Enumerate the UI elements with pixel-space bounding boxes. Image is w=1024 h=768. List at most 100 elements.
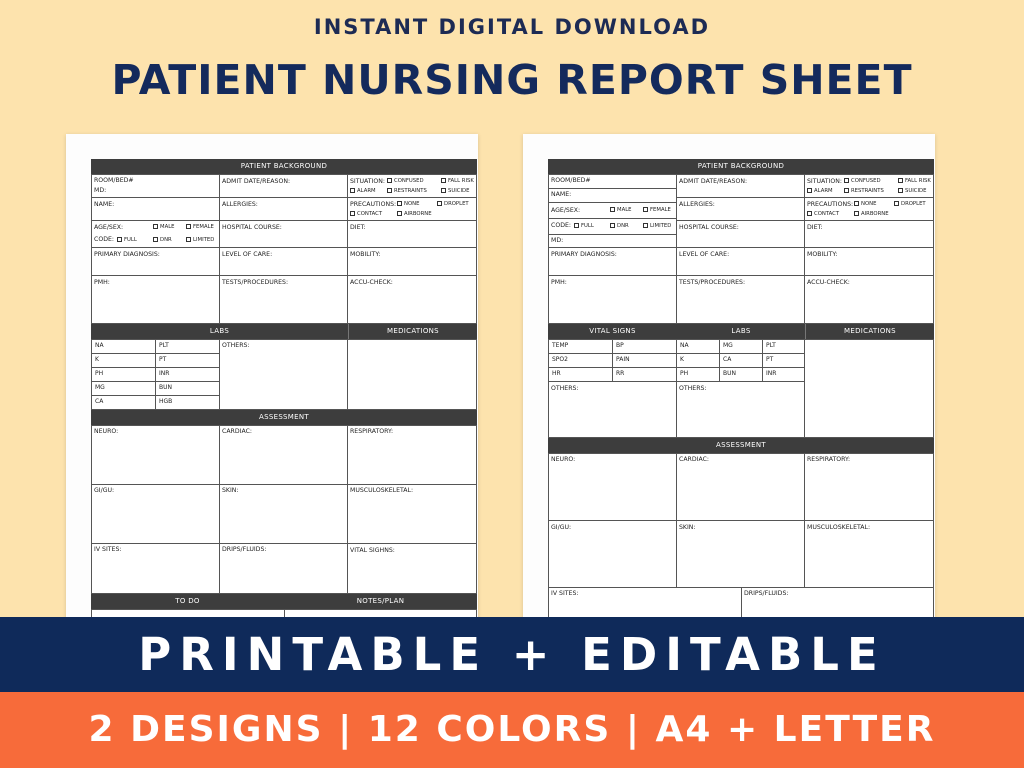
lab-cell[interactable]: HGB [155, 395, 220, 410]
checkbox[interactable] [898, 178, 903, 183]
cardiac-field[interactable] [676, 453, 805, 521]
vitals-cell[interactable]: TEMP [548, 339, 613, 354]
checkbox[interactable] [350, 188, 355, 193]
mobility-field[interactable] [347, 247, 477, 276]
name-field[interactable] [91, 197, 220, 221]
lab-cell[interactable]: PLT [155, 339, 220, 354]
checkbox[interactable] [898, 188, 903, 193]
diet-field[interactable] [804, 220, 934, 248]
checkbox[interactable] [844, 178, 849, 183]
droplet-option[interactable]: DROPLET [890, 201, 926, 208]
fall-risk-option[interactable]: FALL RISK [437, 178, 474, 185]
labs-others-field[interactable] [219, 339, 348, 410]
vitals-cell[interactable]: SPO2 [548, 353, 613, 368]
pmh-field[interactable] [91, 275, 220, 324]
checkbox[interactable] [441, 188, 446, 193]
checkbox[interactable] [397, 211, 402, 216]
lab-cell[interactable]: PH [676, 367, 720, 382]
iv-sites-field[interactable] [91, 543, 220, 594]
checkbox[interactable] [387, 178, 392, 183]
skin-field[interactable] [219, 484, 348, 544]
female-option[interactable]: FEMALE [639, 207, 671, 214]
vitals-cell[interactable]: BP [612, 339, 677, 354]
lab-cell[interactable]: K [676, 353, 720, 368]
male-option[interactable]: MALE [606, 207, 632, 214]
checkbox[interactable] [186, 237, 191, 242]
accu-check-field[interactable] [347, 275, 477, 324]
suicide-option[interactable]: SUICIDE [894, 188, 927, 195]
md-field[interactable] [548, 234, 677, 248]
fall-risk-option[interactable]: FALL RISK [894, 178, 931, 185]
tests-field[interactable] [219, 275, 348, 324]
lab-cell[interactable]: NA [91, 339, 156, 354]
confused-option[interactable]: CONFUSED [383, 178, 424, 185]
tests-field[interactable] [676, 275, 805, 324]
droplet-option[interactable]: DROPLET [433, 201, 469, 208]
checkbox[interactable] [117, 237, 122, 242]
lab-cell[interactable]: MG [91, 381, 156, 396]
lab-cell[interactable]: INR [155, 367, 220, 382]
checkbox[interactable] [397, 201, 402, 206]
vitals-others-field[interactable] [548, 381, 677, 438]
gi-gu-field[interactable] [548, 520, 677, 588]
hospital-course-field[interactable] [219, 220, 348, 248]
full-option[interactable]: FULL [570, 223, 594, 230]
dnr-option[interactable]: DNR [606, 223, 629, 230]
checkbox[interactable] [186, 224, 191, 229]
lab-cell[interactable]: BUN [719, 367, 763, 382]
lab-cell[interactable]: CA [91, 395, 156, 410]
lab-cell[interactable]: MG [719, 339, 763, 354]
medications-field[interactable] [804, 339, 934, 438]
admit-field[interactable] [219, 174, 348, 198]
confused-option[interactable]: CONFUSED [840, 178, 881, 185]
airborne-option[interactable]: AIRBORNE [393, 211, 432, 218]
limited-option[interactable]: LIMITED [639, 223, 671, 230]
lab-cell[interactable]: CA [719, 353, 763, 368]
checkbox[interactable] [844, 188, 849, 193]
allergies-field[interactable] [676, 197, 805, 221]
checkbox[interactable] [643, 207, 648, 212]
lab-cell[interactable]: PLT [762, 339, 805, 354]
vital-signs-field[interactable] [347, 543, 477, 594]
lab-cell[interactable]: NA [676, 339, 720, 354]
checkbox[interactable] [387, 188, 392, 193]
full-option[interactable]: FULL [113, 237, 137, 244]
suicide-option[interactable]: SUICIDE [437, 188, 470, 195]
none-option[interactable]: NONE [850, 201, 876, 208]
checkbox[interactable] [610, 223, 615, 228]
restraints-option[interactable]: RESTRAINTS [383, 188, 427, 195]
checkbox[interactable] [807, 211, 812, 216]
lab-cell[interactable]: BUN [155, 381, 220, 396]
airborne-option[interactable]: AIRBORNE [850, 211, 889, 218]
dnr-option[interactable]: DNR [149, 237, 172, 244]
primary-diagnosis-field[interactable] [91, 247, 220, 276]
checkbox[interactable] [350, 211, 355, 216]
checkbox[interactable] [153, 237, 158, 242]
lab-cell[interactable]: PT [155, 353, 220, 368]
pmh-field[interactable] [548, 275, 677, 324]
checkbox[interactable] [854, 211, 859, 216]
accu-check-field[interactable] [804, 275, 934, 324]
respiratory-field[interactable] [347, 425, 477, 485]
checkbox[interactable] [610, 207, 615, 212]
lab-cell[interactable]: PH [91, 367, 156, 382]
cardiac-field[interactable] [219, 425, 348, 485]
checkbox[interactable] [643, 223, 648, 228]
lab-cell[interactable]: K [91, 353, 156, 368]
checkbox[interactable] [574, 223, 579, 228]
vitals-cell[interactable]: RR [612, 367, 677, 382]
diet-field[interactable] [347, 220, 477, 248]
musculoskeletal-field[interactable] [347, 484, 477, 544]
limited-option[interactable]: LIMITED [182, 237, 214, 244]
vitals-cell[interactable]: PAIN [612, 353, 677, 368]
drips-field[interactable] [219, 543, 348, 594]
checkbox[interactable] [807, 188, 812, 193]
lab-cell[interactable]: PT [762, 353, 805, 368]
lab-cell[interactable]: INR [762, 367, 805, 382]
skin-field[interactable] [676, 520, 805, 588]
alarm-option[interactable]: ALARM [803, 188, 833, 195]
alarm-option[interactable]: ALARM [346, 188, 376, 195]
checkbox[interactable] [437, 201, 442, 206]
gi-gu-field[interactable] [91, 484, 220, 544]
male-option[interactable]: MALE [149, 224, 175, 231]
